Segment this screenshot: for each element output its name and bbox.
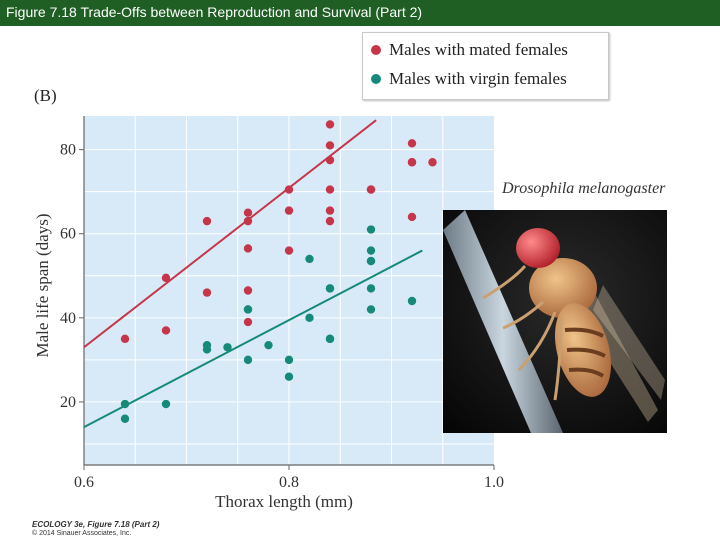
point-virgin (120, 414, 130, 423)
point-virgin (366, 284, 376, 293)
point-mated (243, 208, 253, 217)
legend-label-mated: Males with mated females (389, 40, 568, 59)
y-tick-label: 40 (60, 310, 76, 327)
fruit-fly-photo (443, 210, 667, 433)
point-mated (325, 185, 335, 194)
panel-label: (B) (34, 86, 57, 105)
credit-line-2: © 2014 Sinauer Associates, Inc. (32, 530, 132, 537)
x-axis-label: Thorax length (mm) (215, 492, 353, 511)
point-mated (284, 206, 294, 215)
point-virgin (366, 305, 376, 314)
y-axis-label: Male life span (days) (33, 214, 52, 358)
y-tick-label: 80 (60, 142, 76, 159)
point-mated (161, 326, 171, 335)
point-mated (161, 273, 171, 283)
point-virgin (366, 225, 376, 234)
credit-line-1: ECOLOGY 3e, Figure 7.18 (Part 2) (32, 520, 160, 529)
point-mated (428, 158, 437, 167)
point-mated (325, 120, 335, 129)
x-tick-label: 0.6 (74, 474, 94, 491)
point-virgin (305, 254, 314, 264)
point-virgin (284, 355, 294, 365)
fit-line-virgin (83, 249, 423, 429)
title-bar: Figure 7.18 Trade-Offs between Reproduct… (0, 0, 720, 26)
point-virgin (366, 256, 376, 266)
grid-lines (84, 116, 494, 465)
point-mated (325, 206, 335, 215)
data-points (120, 120, 437, 423)
point-mated (243, 286, 253, 295)
point-virgin (223, 343, 232, 352)
legend-label-virgin: Males with virgin females (389, 69, 567, 88)
legend-marker-virgin (371, 74, 381, 84)
point-virgin (284, 372, 294, 381)
point-mated (243, 317, 253, 327)
point-mated (243, 216, 253, 226)
point-virgin (243, 355, 253, 365)
window-title: Figure 7.18 Trade-Offs between Reproduct… (6, 4, 423, 20)
x-tick-label: 1.0 (484, 474, 504, 491)
point-virgin (325, 284, 335, 293)
point-virgin (366, 246, 376, 255)
y-tick-label: 60 (60, 226, 76, 243)
y-tick-label: 20 (60, 394, 76, 411)
legend-marker-mated (371, 45, 381, 55)
point-mated (366, 185, 376, 194)
point-mated (202, 216, 212, 226)
chart-legend: Males with mated females Males with virg… (362, 32, 609, 100)
point-mated (407, 139, 417, 148)
point-virgin (305, 313, 314, 323)
figure-credit: ECOLOGY 3e, Figure 7.18 (Part 2) © 2014 … (32, 520, 159, 537)
point-mated (325, 216, 335, 226)
point-virgin (325, 334, 335, 344)
point-mated (325, 141, 335, 150)
point-mated (407, 158, 417, 167)
axes (79, 116, 495, 470)
species-label: Drosophila melanogaster (502, 180, 666, 197)
point-virgin (161, 399, 171, 409)
point-mated (325, 155, 335, 165)
point-virgin (120, 399, 130, 409)
point-mated (407, 212, 417, 222)
point-mated (202, 288, 212, 297)
point-mated (243, 244, 253, 253)
point-mated (120, 334, 130, 344)
tick-labels: 0.6 0.8 1.0 20 40 60 80 (60, 142, 504, 491)
x-tick-label: 0.8 (279, 474, 299, 491)
point-virgin (243, 305, 253, 314)
point-virgin (407, 296, 417, 306)
point-mated (284, 185, 294, 194)
point-mated (284, 246, 294, 255)
point-virgin (202, 345, 212, 354)
point-virgin (264, 340, 273, 350)
